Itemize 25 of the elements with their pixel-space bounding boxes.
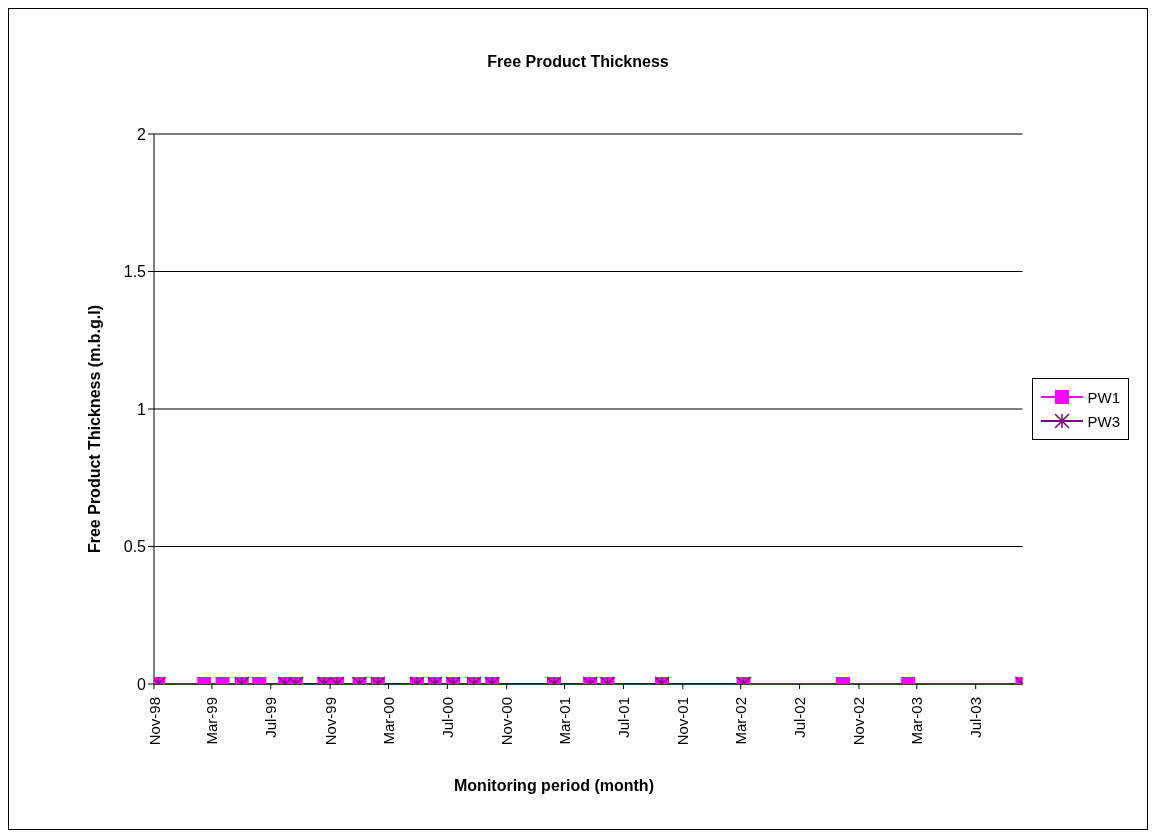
x-tick-label: Nov-01: [674, 697, 692, 746]
y-tick-label: 1: [137, 400, 147, 418]
x-tick-label: Mar-01: [556, 697, 574, 745]
y-tick-label: 1.5: [123, 263, 147, 281]
x-tick-label: Jul-99: [262, 697, 280, 738]
y-tick-label: 2: [137, 125, 147, 143]
x-tick-label: Nov-02: [850, 697, 868, 746]
x-tick-label: Jul-00: [438, 697, 456, 738]
legend-label: PW1: [1087, 388, 1120, 406]
y-axis-title: Free Product Thickness (m.b.g.l): [86, 304, 104, 554]
x-tick-label: Mar-02: [732, 697, 750, 745]
x-tick-label: Mar-00: [379, 697, 397, 745]
legend-label: PW3: [1087, 412, 1120, 430]
chart-title: Free Product Thickness: [486, 53, 670, 71]
x-axis-title: Monitoring period (month): [453, 777, 655, 795]
x-tick-label: Jul-02: [791, 697, 809, 738]
x-tick-label: Nov-98: [145, 697, 163, 746]
x-tick-label: Nov-99: [321, 697, 339, 746]
x-tick-label: Nov-00: [498, 697, 516, 746]
x-tick-label: Mar-99: [203, 697, 221, 745]
y-tick-label: 0.5: [123, 538, 147, 556]
y-tick-label: 0: [137, 675, 147, 693]
x-tick-label: Jul-01: [614, 697, 632, 738]
x-tick-label: Jul-03: [967, 697, 985, 738]
x-tick-label: Mar-03: [908, 697, 926, 745]
